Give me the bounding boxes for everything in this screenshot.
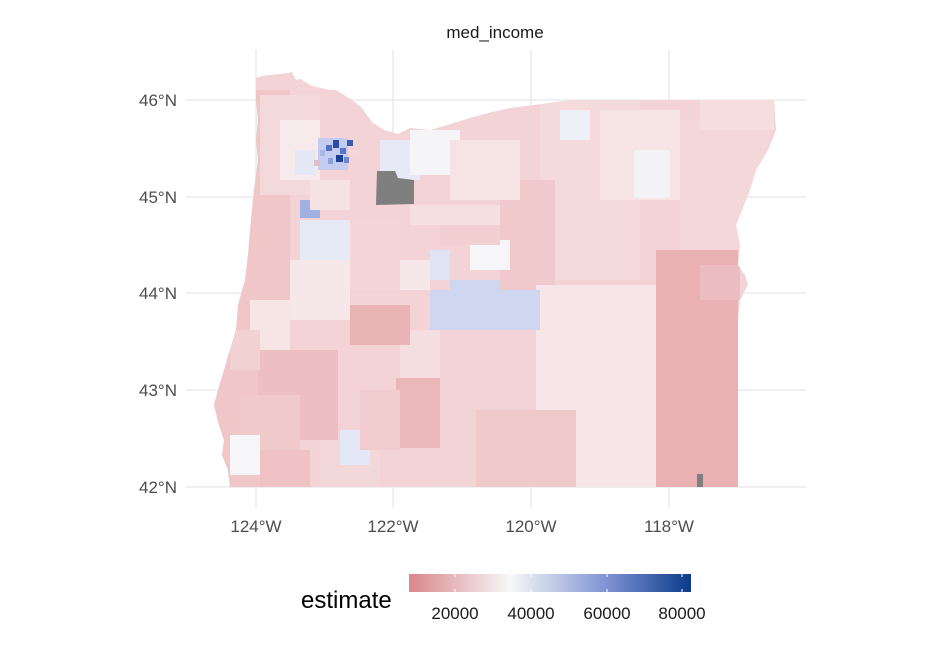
legend-tick-label: 20000 xyxy=(431,604,478,623)
lat-axis: 46°N 45°N 44°N 43°N 42°N xyxy=(139,91,177,497)
legend: estimate 20000 40000 60000 80000 xyxy=(301,574,706,623)
legend-tick-label: 80000 xyxy=(658,604,705,623)
lon-tick-label: 124°W xyxy=(230,517,281,536)
tract-polygons xyxy=(214,90,774,487)
lon-axis: 124°W 122°W 120°W 118°W xyxy=(230,517,694,536)
lat-tick-label: 45°N xyxy=(139,188,177,207)
lat-tick-label: 43°N xyxy=(139,381,177,400)
lat-tick-label: 44°N xyxy=(139,284,177,303)
lat-tick-label: 46°N xyxy=(139,91,177,110)
portland-metro xyxy=(314,138,360,170)
lon-tick-label: 122°W xyxy=(367,517,418,536)
legend-colorbar xyxy=(409,574,691,592)
legend-title: estimate xyxy=(301,587,392,614)
legend-tick-label: 40000 xyxy=(507,604,554,623)
na-tract-small xyxy=(697,474,703,487)
na-tract xyxy=(376,171,414,205)
panel-title: med_income xyxy=(446,23,543,42)
state-shape xyxy=(214,72,776,487)
lon-tick-label: 118°W xyxy=(644,517,694,536)
lon-tick-label: 120°W xyxy=(505,517,556,536)
lat-tick-label: 42°N xyxy=(139,478,177,497)
legend-tick-label: 60000 xyxy=(583,604,630,623)
